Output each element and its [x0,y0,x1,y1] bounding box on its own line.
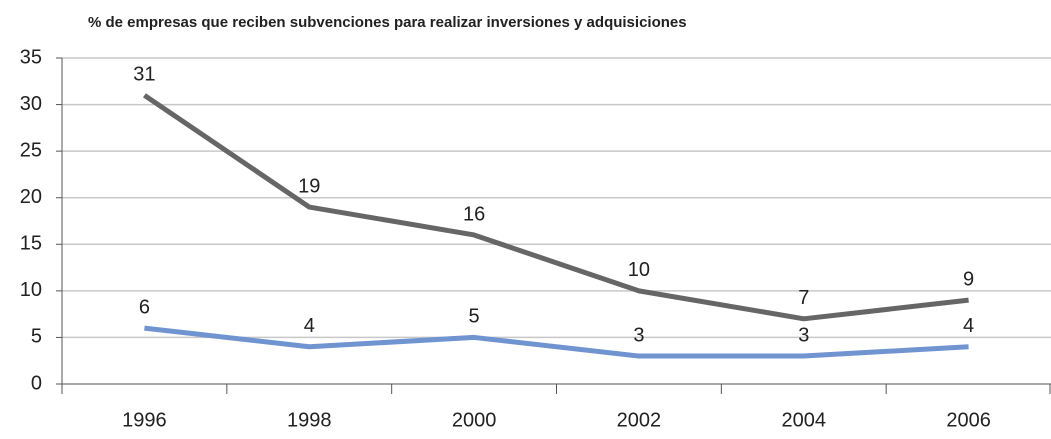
series-line [143,93,969,322]
data-label: 19 [298,175,320,197]
x-tick-label: 1996 [122,409,167,431]
series-line [144,325,969,359]
data-label: 4 [963,315,974,337]
x-tick-label: 2002 [617,409,662,431]
y-tick-label: 30 [20,93,42,115]
data-label: 31 [133,64,155,86]
data-label: 4 [304,315,315,337]
data-label: 7 [798,287,809,309]
data-label: 3 [633,324,644,346]
chart-title: % de empresas que reciben subvenciones p… [88,14,687,31]
y-tick-label: 25 [20,139,42,161]
x-tick-label: 2006 [946,409,991,431]
data-label: 10 [628,259,650,281]
x-tick-label: 2004 [782,409,827,431]
data-label: 16 [463,203,485,225]
x-tick-label: 1998 [287,409,332,431]
y-tick-label: 0 [31,372,42,394]
x-tick-label: 2000 [452,409,497,431]
y-tick-label: 20 [20,186,42,208]
data-label: 9 [963,268,974,290]
data-label: 5 [469,306,480,328]
y-tick-label: 35 [20,46,42,68]
y-tick-label: 5 [31,326,42,348]
data-label: 6 [139,296,150,318]
y-tick-label: 10 [20,279,42,301]
data-label: 3 [798,324,809,346]
y-tick-label: 15 [20,233,42,255]
